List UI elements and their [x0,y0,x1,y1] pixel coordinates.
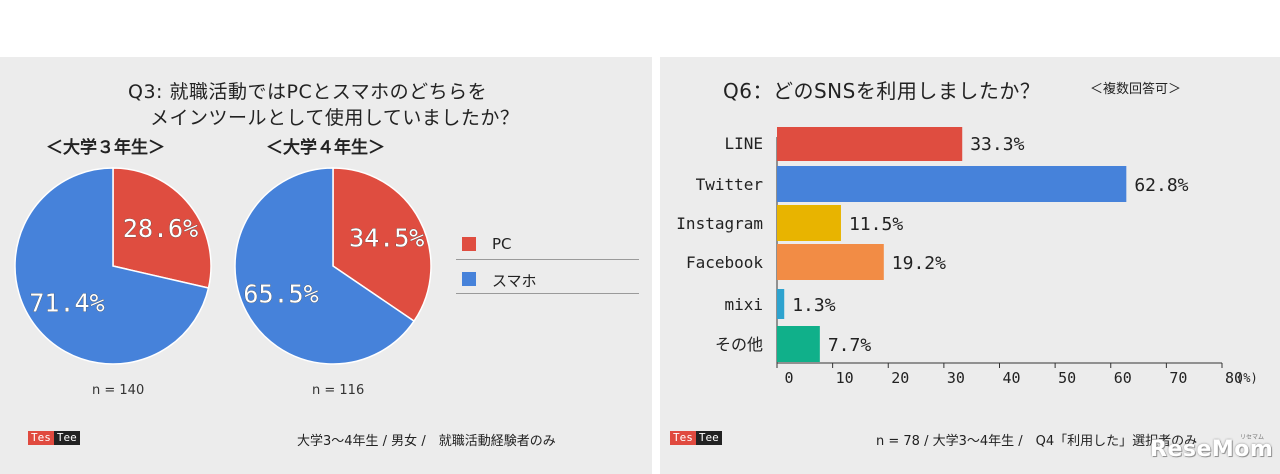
bar-value-label: 1.3% [792,295,836,316]
pie-chart-year3: 28.6% 71.4% [14,167,212,365]
category-label: その他 [715,335,763,354]
logo-part-1: Tes [28,431,54,445]
logo-part-1: Tes [670,431,696,445]
logo-part-2: Tee [53,431,80,445]
resemom-watermark-sub: リセマム [1240,434,1265,441]
bar-mixi [777,289,785,319]
x-tick-label: 60 [1114,369,1132,387]
pie-slice-label: 65.5% [243,280,318,309]
pie-slice-label: 71.4% [29,289,104,318]
x-tick-label: 10 [836,369,854,387]
bar-chart-sns: LINE 33.3% Twitter 62.8% Instagram 11.5% Faceb… [676,127,1258,387]
bar-Facebook [777,244,884,280]
category-label: Twitter [696,175,764,194]
x-tick-label: 20 [891,369,909,387]
left-footer-note: 大学3〜4年生 / 男女 / 就職活動経験者のみ [297,434,556,449]
x-tick-label: 70 [1169,369,1187,387]
bar-value-label: 19.2% [892,253,946,274]
q3-title-line1: Q3: 就職活動ではPCとスマホのどちらを [128,81,488,103]
pie-slice-pc [112,167,212,289]
category-label: Facebook [686,253,763,272]
bar-value-label: 33.3% [970,134,1024,155]
right-panel: Q6：どのSNSを利用しましたか？ ＜複数回答可＞ LINE 33.3% Twitt… [660,57,1280,474]
legend-divider [456,259,639,260]
pie-slice-label: 28.6% [123,214,198,243]
pie-slice-smartphone [234,167,416,365]
testee-logo: Tes Tee [28,431,80,445]
x-tick-label: 40 [1002,369,1020,387]
pie1-sample-size: n = 140 [92,383,145,398]
legend-label-smartphone: スマホ [492,272,537,290]
right-footer-note: n = 78 / 大学3〜4年生 / Q4「利用した」選択者のみ [876,434,1198,449]
pie2-sample-size: n = 116 [312,383,365,398]
bar-Twitter [777,166,1127,202]
legend-swatch-pc [462,237,476,251]
x-axis-unit: (%) [1236,371,1258,385]
bar-その他 [777,326,820,362]
testee-logo: Tes Tee [670,431,722,445]
category-label: Instagram [676,214,763,233]
legend-divider [456,293,639,294]
pie-slice-label: 34.5% [349,224,424,253]
bar-LINE [777,127,963,161]
resemom-watermark: ReseMom [1150,437,1274,462]
left-panel: Q3: 就職活動ではPCとスマホのどちらを メインツールとして使用していましたか… [0,57,652,474]
pie-chart-year4: 34.5% 65.5% [234,167,432,365]
pie1-title: ＜大学３年生＞ [46,138,165,158]
x-tick-label: 80 [1225,369,1243,387]
bar-value-label: 7.7% [828,335,872,356]
q6-title-note: ＜複数回答可＞ [1090,82,1182,97]
pie2-title: ＜大学４年生＞ [266,138,385,158]
legend-label-pc: PC [492,235,512,253]
legend-swatch-smartphone [462,272,476,286]
category-label: mixi [724,295,763,314]
logo-part-2: Tee [695,431,722,445]
bar-Instagram [777,205,841,241]
x-tick-label: 0 [784,369,793,387]
x-tick-label: 50 [1058,369,1076,387]
pie-slice-smartphone [14,167,210,365]
q6-title: Q6：どのSNSを利用しましたか？ [723,79,1041,103]
x-tick-label: 30 [947,369,965,387]
bar-value-label: 11.5% [849,214,903,235]
q3-title-line2: メインツールとして使用していましたか？ [150,107,520,129]
pie-slice-pc [332,167,432,323]
bar-value-label: 62.8% [1134,175,1188,196]
category-label: LINE [724,134,763,153]
